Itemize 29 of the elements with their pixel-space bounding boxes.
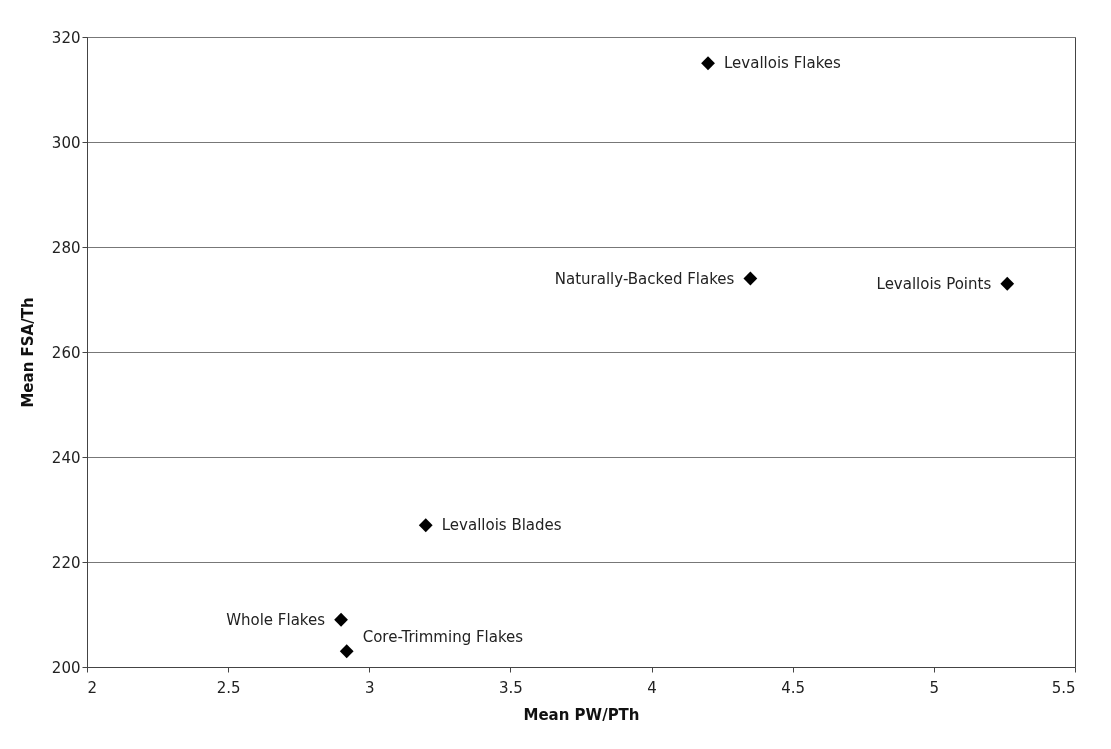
annotation: Levallois Flakes bbox=[724, 54, 842, 73]
x-tick-label: 3 bbox=[365, 678, 375, 697]
x-tick-label: 4.5 bbox=[781, 678, 806, 697]
y-tick-label: 300 bbox=[51, 133, 81, 152]
y-tick-label: 220 bbox=[51, 553, 81, 572]
y-tick-label: 200 bbox=[51, 658, 81, 677]
y-axis-title: Mean FSA/Th bbox=[18, 297, 37, 408]
annotation: Levallois Blades bbox=[441, 516, 562, 535]
y-tick-label: 260 bbox=[51, 343, 81, 362]
point bbox=[339, 644, 354, 659]
point bbox=[743, 271, 758, 286]
point bbox=[334, 612, 348, 627]
y-tick-label: 240 bbox=[51, 448, 81, 467]
x-tick-label: 2 bbox=[87, 678, 98, 697]
point bbox=[701, 56, 715, 71]
x-axis-title: Mean PW/PTh bbox=[523, 705, 640, 724]
x-tick-label: 4 bbox=[647, 678, 657, 697]
point bbox=[418, 518, 433, 533]
y-tick-label: 320 bbox=[51, 28, 81, 47]
point bbox=[1000, 276, 1015, 291]
annotation: Levallois Points bbox=[876, 274, 992, 293]
annotation: Core-Trimming Flakes bbox=[362, 628, 524, 647]
annotation: Whole Flakes bbox=[226, 610, 326, 629]
x-tick-label: 5.5 bbox=[1051, 678, 1076, 697]
x-tick-label: 5 bbox=[929, 678, 940, 697]
x-tick-label: 2.5 bbox=[216, 678, 241, 697]
x-tick-label: 3.5 bbox=[499, 678, 523, 697]
y-tick-label: 280 bbox=[51, 238, 81, 257]
annotation: Naturally-Backed Flakes bbox=[554, 269, 735, 288]
